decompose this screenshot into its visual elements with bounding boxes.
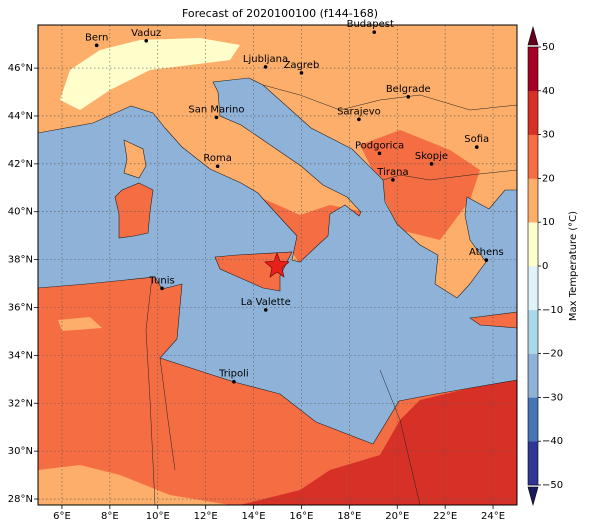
x-tick-label: 10°E [146, 511, 170, 522]
warm-region [360, 130, 480, 240]
city-label: Zagreb [284, 60, 320, 71]
city-dot [377, 151, 382, 156]
colorbar-band [528, 397, 538, 442]
city-dot [263, 65, 268, 69]
colorbar-label: Max Temperature (°C) [568, 211, 579, 321]
colorbar-tick-label: 0 [542, 261, 548, 272]
city-label: Ljubljana [243, 54, 288, 65]
y-tick-label: 32°N [8, 398, 33, 409]
x-tick-label: 18°E [337, 511, 361, 522]
city-dot [372, 30, 377, 34]
city-label: Vaduz [131, 28, 161, 39]
y-tick-label: 30°N [8, 446, 33, 457]
city-dot [214, 115, 219, 120]
city-label: Bern [85, 32, 108, 43]
city-label: San Marino [188, 104, 244, 115]
mild-region [58, 317, 102, 331]
city-dot [299, 71, 304, 75]
colorbar-tick-label: −50 [542, 480, 563, 491]
colorbar-band [528, 90, 538, 135]
city-label: Tirana [376, 167, 408, 178]
colorbar-extend [527, 486, 539, 507]
city-dot [484, 258, 489, 262]
city-dot [263, 308, 268, 312]
x-tick-label: 12°E [194, 511, 218, 522]
colorbar-band [528, 47, 538, 92]
y-tick-label: 42°N [8, 159, 33, 170]
city-dot [474, 145, 479, 149]
city-label: Skopje [415, 151, 448, 162]
colorbar-tick-label: −10 [542, 305, 563, 316]
city-dot [232, 379, 236, 384]
colorbar-tick-label: 50 [542, 42, 555, 53]
city-label: Belgrade [386, 84, 431, 95]
city-dot [406, 95, 411, 99]
colorbar-band [528, 134, 538, 179]
y-tick-label: 34°N [8, 350, 33, 361]
border [379, 369, 421, 505]
y-tick-label: 46°N [8, 63, 33, 74]
city-dot [429, 162, 434, 166]
city-label: Tunis [148, 275, 174, 286]
city-label: Tripoli [218, 369, 249, 380]
x-tick-label: 16°E [289, 511, 313, 522]
x-tick-label: 24°E [481, 511, 505, 522]
border [382, 169, 517, 181]
colorbar-band [528, 222, 538, 267]
city-dot [357, 117, 361, 122]
city-dot [144, 39, 149, 43]
colorbar-tick-label: 10 [542, 217, 555, 228]
mild-region [38, 465, 230, 505]
colorbar-tick-label: 20 [542, 173, 555, 184]
island [469, 311, 517, 329]
x-tick-label: 22°E [433, 511, 457, 522]
colorbar-extend [527, 25, 539, 46]
y-tick-label: 44°N [8, 111, 33, 122]
y-tick-label: 36°N [8, 302, 33, 313]
colorbar-band [528, 353, 538, 398]
colorbar-tick-label: −30 [542, 392, 563, 403]
cool-region [60, 38, 240, 110]
colorbar-tick-label: 30 [542, 130, 555, 141]
city-label: Sofia [464, 134, 489, 145]
island [114, 182, 154, 239]
city-label: La Valette [241, 297, 291, 308]
city-dot [94, 43, 99, 48]
colorbar-tick-label: −40 [542, 436, 563, 447]
x-tick-label: 14°E [242, 511, 266, 522]
x-tick-label: 8°E [101, 511, 119, 522]
city-label: Roma [203, 153, 232, 164]
colorbar-band [528, 178, 538, 223]
city-label: Sarajevo [337, 106, 381, 117]
city-label: Athens [469, 247, 504, 258]
city-label: Podgorica [355, 140, 404, 151]
border [145, 276, 156, 505]
y-tick-label: 38°N [8, 255, 33, 266]
x-tick-label: 20°E [385, 511, 409, 522]
colorbar-tick-label: 40 [542, 86, 555, 97]
colorbar-band [528, 266, 538, 311]
y-tick-label: 28°N [8, 494, 33, 505]
colorbar-tick-label: −20 [542, 349, 563, 360]
island [123, 139, 147, 179]
hot-region [240, 380, 517, 505]
map-frame [37, 24, 518, 506]
y-tick-label: 40°N [8, 207, 33, 218]
star-marker [264, 252, 290, 278]
colorbar-band [528, 441, 538, 486]
map-title: Forecast of 2020100100 (f144-168) [182, 7, 378, 20]
city-dot [160, 286, 164, 291]
city-dot [391, 178, 395, 182]
colorbar-band [528, 309, 538, 354]
border [159, 357, 176, 471]
city-dot [215, 164, 220, 169]
border [262, 84, 517, 111]
x-tick-label: 6°E [53, 511, 71, 522]
